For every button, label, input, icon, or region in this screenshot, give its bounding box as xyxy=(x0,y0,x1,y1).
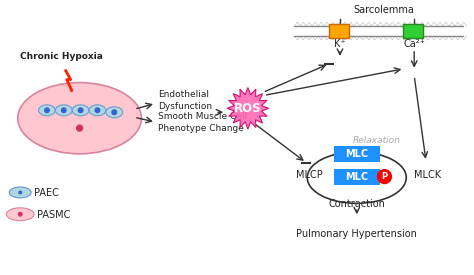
Circle shape xyxy=(95,108,100,112)
Circle shape xyxy=(45,108,49,112)
Ellipse shape xyxy=(106,107,123,118)
Text: MLC: MLC xyxy=(345,149,368,159)
Circle shape xyxy=(62,108,66,112)
Text: MLCK: MLCK xyxy=(414,170,442,180)
Ellipse shape xyxy=(9,187,31,198)
Text: Pulmonary Hypertension: Pulmonary Hypertension xyxy=(296,229,417,239)
Circle shape xyxy=(77,125,82,131)
FancyBboxPatch shape xyxy=(329,24,349,38)
Text: MLC: MLC xyxy=(345,172,368,182)
Text: P: P xyxy=(382,172,388,181)
FancyBboxPatch shape xyxy=(334,169,380,185)
FancyBboxPatch shape xyxy=(403,24,423,38)
Circle shape xyxy=(18,212,23,217)
Text: Sarcolemma: Sarcolemma xyxy=(353,5,414,15)
Text: Ca²⁺: Ca²⁺ xyxy=(403,39,425,49)
Text: Contraction: Contraction xyxy=(328,199,385,209)
Circle shape xyxy=(378,170,392,183)
Circle shape xyxy=(18,191,22,194)
Ellipse shape xyxy=(18,82,141,154)
Ellipse shape xyxy=(89,105,106,116)
Text: K⁺: K⁺ xyxy=(334,39,346,49)
Text: PASMC: PASMC xyxy=(37,210,71,220)
Polygon shape xyxy=(227,87,269,129)
Ellipse shape xyxy=(55,105,72,116)
FancyBboxPatch shape xyxy=(334,146,380,162)
Circle shape xyxy=(78,108,83,112)
Text: Relaxation: Relaxation xyxy=(353,136,401,145)
Circle shape xyxy=(112,110,117,114)
Text: ROS: ROS xyxy=(234,102,262,115)
Text: MLCP: MLCP xyxy=(296,170,323,180)
Ellipse shape xyxy=(72,105,89,116)
Text: PAEC: PAEC xyxy=(34,188,59,199)
Text: Smooth Muscle Cell
Phenotype Change: Smooth Muscle Cell Phenotype Change xyxy=(158,112,247,133)
Ellipse shape xyxy=(38,105,55,116)
Text: Chronic Hypoxia: Chronic Hypoxia xyxy=(20,52,103,61)
Ellipse shape xyxy=(6,208,34,221)
Text: Endothelial
Dysfunction: Endothelial Dysfunction xyxy=(158,90,212,111)
